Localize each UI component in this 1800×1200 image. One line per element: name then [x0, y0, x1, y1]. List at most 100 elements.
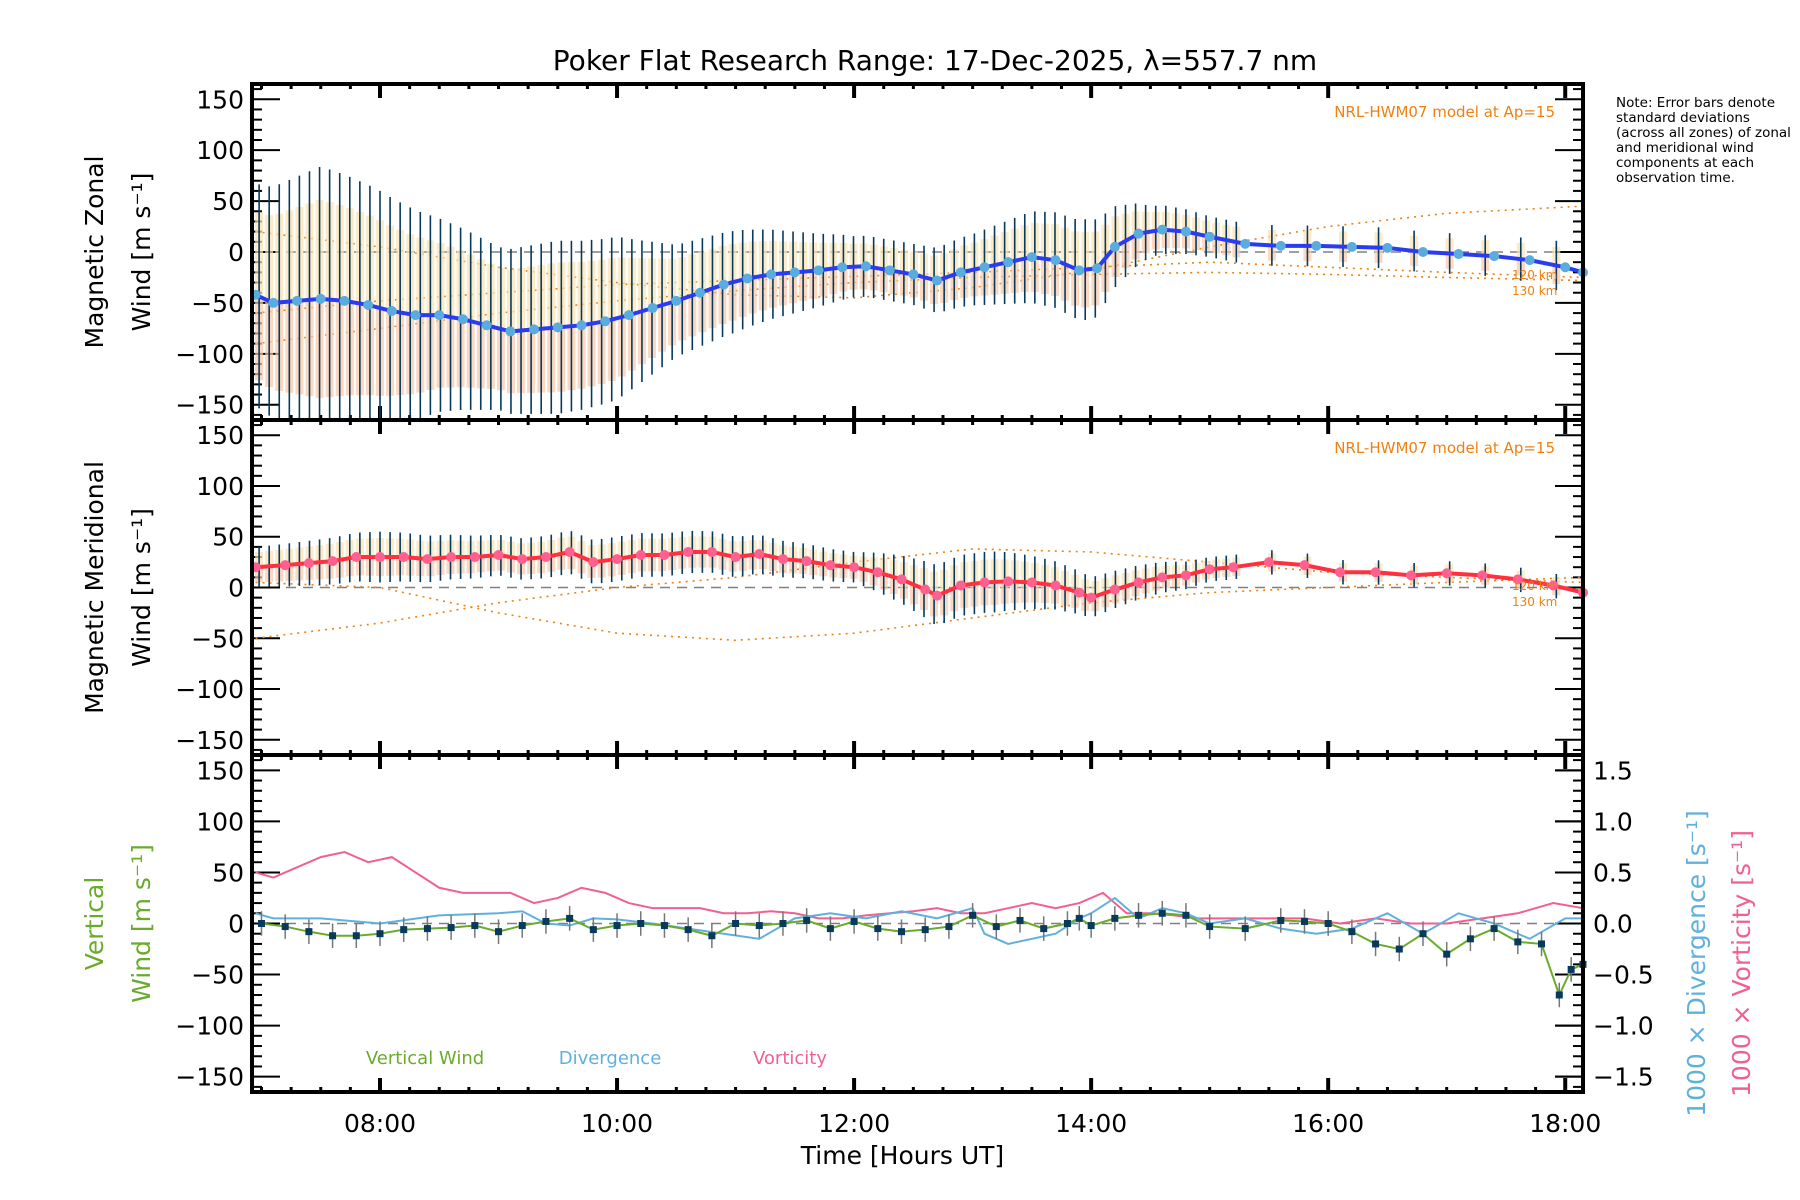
vorticity-line — [255, 850, 1584, 925]
vertical-wind-marker — [447, 924, 455, 932]
mean-wind-marker — [1109, 584, 1120, 595]
model-curve — [255, 576, 1584, 642]
vertical-wind-marker — [1206, 923, 1214, 931]
mean-wind-marker — [434, 310, 445, 321]
panel-frame — [250, 753, 1585, 1094]
mean-wind-marker — [315, 293, 326, 304]
mean-wind-marker — [884, 265, 895, 276]
mean-wind-marker — [292, 295, 303, 306]
mean-wind-marker — [766, 269, 777, 280]
mean-wind-marker — [801, 556, 812, 567]
x-axis-label: Time [Hours UT] — [800, 1141, 1004, 1170]
mean-wind-marker — [410, 310, 421, 321]
mean-wind-marker — [813, 265, 824, 276]
y-axis-label-line1: Magnetic Zonal — [80, 156, 109, 349]
y2-tick-label: 1.5 — [1593, 756, 1633, 785]
y2-tick-label: −1.0 — [1593, 1012, 1654, 1041]
mean-wind-marker — [1026, 577, 1037, 588]
mean-wind-marker — [1370, 567, 1381, 578]
mean-wind-marker — [1560, 262, 1571, 273]
mean-wind-marker — [825, 560, 836, 571]
mean-wind-marker — [730, 552, 741, 563]
vertical-wind-marker — [992, 923, 1000, 931]
mean-wind-marker — [540, 552, 551, 563]
y-tick-label: −100 — [175, 675, 244, 704]
mean-wind-marker — [268, 297, 279, 308]
vertical-wind-marker — [755, 922, 763, 930]
mean-wind-marker — [742, 273, 753, 284]
mean-wind-marker — [1335, 567, 1346, 578]
y-tick-label: −100 — [175, 1012, 244, 1041]
x-tick-label: 12:00 — [818, 1109, 890, 1138]
vertical-wind-marker — [1348, 928, 1356, 936]
y-tick-label: 0 — [228, 574, 244, 603]
y2-tick-label: 0.5 — [1593, 858, 1633, 887]
vertical-wind-marker — [684, 926, 692, 934]
mean-wind-marker — [671, 295, 682, 306]
mean-wind-marker — [1204, 231, 1215, 242]
mean-wind-marker — [896, 574, 907, 585]
y-tick-label: 50 — [212, 187, 244, 216]
mean-wind-marker — [339, 295, 350, 306]
mean-wind-marker — [623, 310, 634, 321]
y-axis-label-line2: Wind [m s⁻¹] — [127, 508, 156, 667]
y-tick-label: −50 — [191, 624, 244, 653]
mean-wind-marker — [908, 269, 919, 280]
mean-wind-marker — [1180, 570, 1191, 581]
legend-item: Divergence — [559, 1048, 662, 1069]
mean-wind-marker — [1228, 562, 1239, 573]
mean-wind-marker — [777, 554, 788, 565]
model-label: NRL-HWM07 model at Ap=15 — [1334, 439, 1555, 457]
y-tick-label: 150 — [196, 421, 244, 450]
mean-wind-marker — [1074, 265, 1085, 276]
mean-wind-marker — [1133, 577, 1144, 588]
mean-wind-marker — [1003, 257, 1014, 268]
mean-wind-marker — [718, 279, 729, 290]
mean-wind-marker — [979, 262, 990, 273]
mean-wind-marker — [1050, 580, 1061, 591]
mean-wind-marker — [1180, 226, 1191, 237]
mean-wind-marker — [1382, 242, 1393, 253]
vertical-wind-marker — [850, 917, 858, 925]
y-tick-label: −150 — [175, 726, 244, 755]
vertical-wind-marker — [1063, 920, 1071, 927]
panel-vertical: −150 −100 −50 0 50 100 150 Vertical Wind [m s⁻¹]… — [80, 753, 1756, 1170]
vorticity-axis-label: 1000 × Vorticity [s⁻¹] — [1727, 830, 1756, 1097]
mean-wind-marker — [1092, 263, 1103, 274]
model-curve — [255, 271, 1584, 345]
mean-wind-marker — [955, 267, 966, 278]
vertical-wind-marker — [921, 926, 929, 934]
vertical-wind-marker — [732, 920, 740, 927]
vertical-wind-marker — [1372, 940, 1380, 948]
vertical-wind-marker — [1538, 940, 1546, 948]
vertical-wind-marker — [1111, 914, 1119, 922]
mean-wind-marker — [303, 558, 314, 569]
vertical-wind-marker — [566, 914, 574, 922]
vertical-wind-marker — [1324, 920, 1332, 927]
y-tick-label: 0 — [228, 238, 244, 267]
y-axis-label-line2: Wind [m s⁻¹] — [127, 844, 156, 1003]
mean-wind-marker — [979, 577, 990, 588]
mean-wind-marker — [280, 560, 291, 571]
mean-wind-marker — [789, 267, 800, 278]
vertical-wind-marker — [495, 928, 503, 936]
panel-meridional: −150 −100 −50 0 50 100 150 Magnetic Meridional W… — [80, 418, 1588, 757]
vertical-wind-marker — [471, 922, 479, 930]
mean-wind-marker — [920, 584, 931, 595]
mean-wind-marker — [849, 562, 860, 573]
vertical-wind-marker — [257, 920, 265, 927]
mean-wind-marker — [1026, 252, 1037, 263]
vertical-wind-marker — [1419, 930, 1427, 938]
vertical-wind-marker — [1514, 938, 1522, 946]
mean-wind-marker — [1406, 570, 1417, 581]
y-tick-label: −150 — [175, 1063, 244, 1092]
vertical-wind-marker — [1490, 925, 1498, 933]
mean-wind-marker — [1311, 240, 1322, 251]
mean-wind-marker — [754, 549, 765, 559]
model-altitude-label: 120 km — [1512, 268, 1557, 282]
mean-wind-marker — [1157, 572, 1168, 583]
y2-tick-label: −1.5 — [1593, 1063, 1654, 1092]
divergence-axis-label: 1000 × Divergence [s⁻¹] — [1682, 810, 1711, 1117]
mean-wind-marker — [481, 320, 492, 331]
panels-group: −150 −100 −50 0 50 100 150 Magnetic Zonal Wind [… — [80, 82, 1756, 1170]
